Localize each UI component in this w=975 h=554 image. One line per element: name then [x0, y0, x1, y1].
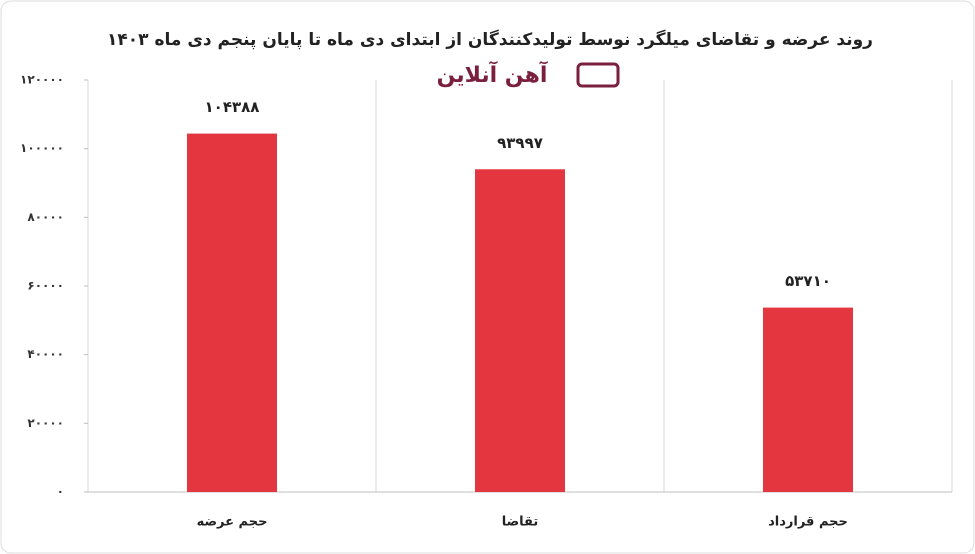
y-tick-label: ۸۰۰۰۰	[27, 210, 64, 224]
x-tick-label: حجم عرضه	[197, 515, 268, 530]
bar	[187, 133, 277, 492]
x-tick-label: حجم قرارداد	[768, 515, 848, 530]
value-label: ۹۳۹۹۷	[497, 134, 543, 152]
y-tick-label: ۶۰۰۰۰	[27, 279, 64, 293]
y-tick-label: ۲۰۰۰۰	[27, 416, 64, 430]
x-tick-label: تقاضا	[502, 515, 539, 530]
value-label: ۵۳۷۱۰	[785, 272, 831, 290]
logo: آهن آنلاین	[437, 60, 548, 88]
y-tick-label: ۴۰۰۰۰	[27, 347, 64, 361]
value-label: ۱۰۴۳۸۸	[205, 98, 260, 116]
chart-title: روند عرضه و تقاضای میلگرد نوسط تولیدکنند…	[107, 29, 873, 50]
bar	[763, 307, 853, 492]
y-tick-label: ۱۲۰۰۰۰	[20, 73, 64, 87]
logo-icon	[576, 62, 620, 88]
y-tick-label: ۱۰۰۰۰۰	[20, 141, 64, 155]
bar	[475, 169, 565, 492]
y-tick-label: ۰	[57, 485, 64, 499]
